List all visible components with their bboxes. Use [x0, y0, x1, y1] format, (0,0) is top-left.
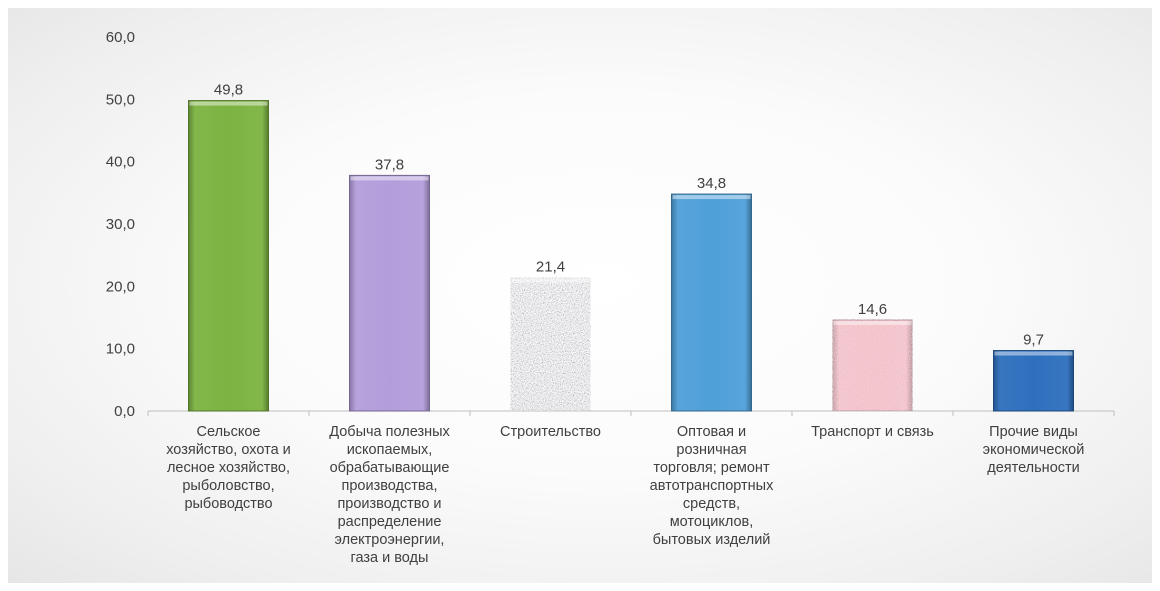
x-tick-label: Прочие виды экономической деятельности: [983, 424, 1085, 476]
bar: [510, 277, 591, 412]
bar-bevel: [672, 195, 751, 200]
bars: [188, 100, 1074, 412]
x-tick-label: Сельское хозяйство, охота и лесное хозяйст…: [166, 424, 291, 512]
bar-bevel: [994, 351, 1073, 356]
bar: [671, 193, 752, 412]
bar-group: [832, 319, 913, 412]
data-label: 21,4: [536, 259, 565, 276]
bar-group: [349, 174, 430, 412]
x-tick-label: Транспорт и связь: [811, 424, 934, 440]
bar: [188, 100, 269, 412]
y-tick-label: 20,0: [106, 278, 135, 295]
labels: 49,8 Сельское хозяйство, охота и лесное хоз…: [166, 82, 1084, 566]
bar-group: [671, 193, 752, 412]
y-tick-label: 60,0: [106, 29, 135, 46]
bar-group: [188, 100, 269, 412]
bar: [349, 174, 430, 412]
data-label: 34,8: [697, 175, 726, 192]
data-label: 9,7: [1023, 332, 1044, 349]
x-tick-label: Строительство: [500, 424, 601, 440]
y-tick-label: 50,0: [106, 91, 135, 108]
y-tick-label: 0,0: [114, 403, 135, 420]
bar: [832, 319, 913, 412]
x-tick-label: Оптовая и розничная торговля; ремонт автотр…: [650, 424, 774, 548]
y-tick-label: 10,0: [106, 341, 135, 358]
axes: 0,0 10,0 20,0 30,0 40,0 50,0 60,0: [106, 29, 1115, 420]
bar: [993, 350, 1074, 412]
y-tick-label: 30,0: [106, 216, 135, 233]
x-tick-label: Добыча полезных ископаемых, обрабатывающие…: [329, 424, 450, 566]
bar-bevel: [350, 176, 429, 181]
bar-group: [993, 350, 1074, 412]
data-label: 37,8: [375, 156, 404, 173]
bar-bevel: [511, 278, 590, 283]
data-label: 14,6: [858, 301, 887, 318]
bar-chart: 0,0 10,0 20,0 30,0 40,0 50,0 60,0 49,8 Сельское…: [106, 29, 1115, 566]
y-tick-label: 40,0: [106, 154, 135, 171]
chart-area: 0,0 10,0 20,0 30,0 40,0 50,0 60,0 49,8 Сельское…: [8, 8, 1152, 583]
bar-group: [510, 277, 591, 412]
data-label: 49,8: [214, 82, 243, 99]
bar-bevel: [833, 320, 912, 325]
bar-bevel: [189, 101, 268, 106]
